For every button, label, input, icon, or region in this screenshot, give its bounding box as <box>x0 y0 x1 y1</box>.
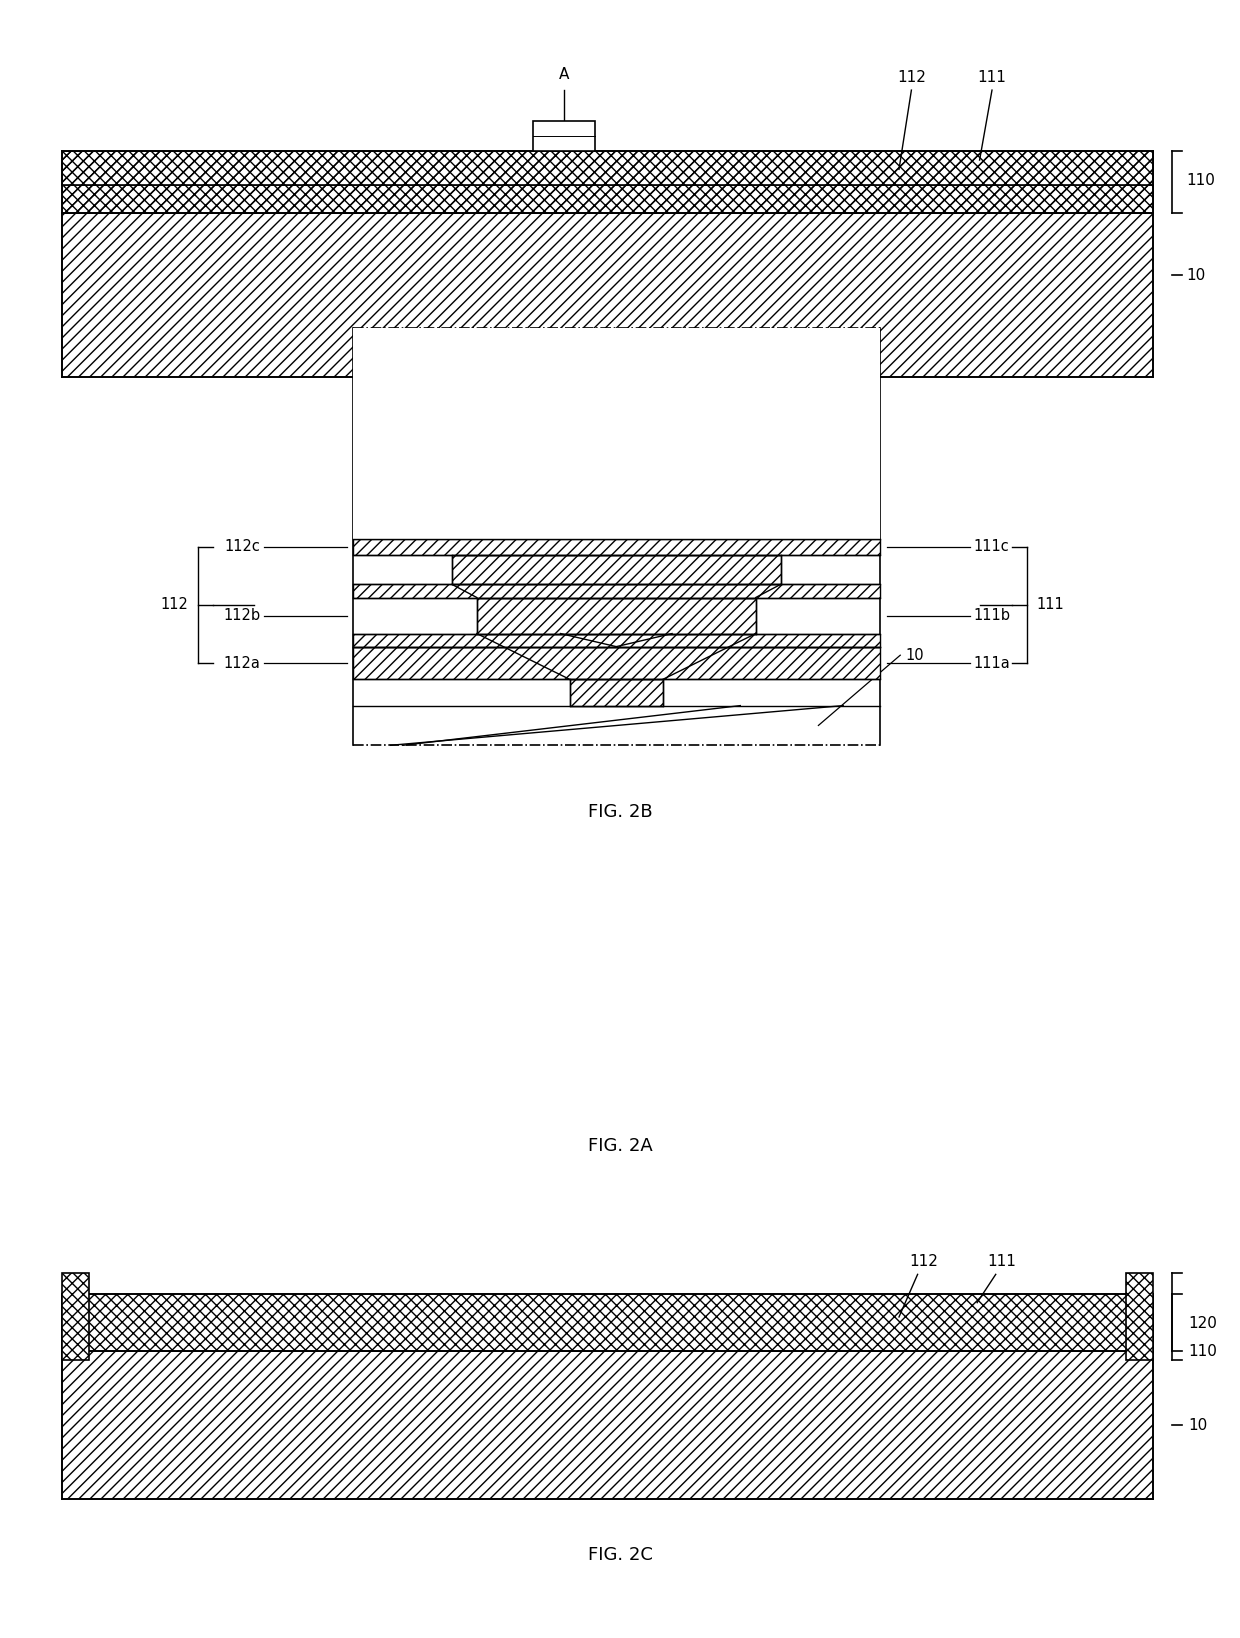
Text: 112: 112 <box>161 598 188 613</box>
Bar <box>62 1273 89 1360</box>
Bar <box>569 680 662 706</box>
Bar <box>62 185 1153 213</box>
Text: 111a: 111a <box>973 655 1011 670</box>
Bar <box>451 555 781 585</box>
Text: 110: 110 <box>1187 172 1215 188</box>
Bar <box>353 647 880 680</box>
Text: 112a: 112a <box>223 655 260 670</box>
Text: 10: 10 <box>1187 267 1207 283</box>
Bar <box>353 585 880 598</box>
Text: 111: 111 <box>1037 598 1064 613</box>
Text: 112c: 112c <box>224 539 260 554</box>
Text: 111b: 111b <box>973 608 1011 622</box>
Text: FIG. 2C: FIG. 2C <box>588 1546 652 1564</box>
Text: 110: 110 <box>1188 1343 1216 1360</box>
Text: 111c: 111c <box>973 539 1009 554</box>
Bar <box>62 1294 1153 1351</box>
Bar <box>533 121 595 151</box>
Bar <box>476 598 756 634</box>
Text: 10: 10 <box>1188 1417 1208 1433</box>
Text: FIG. 2B: FIG. 2B <box>588 803 652 821</box>
Bar <box>353 328 880 539</box>
Bar <box>353 539 880 555</box>
Text: 112b: 112b <box>223 608 260 622</box>
Bar <box>62 1351 1153 1499</box>
Bar <box>62 151 1153 213</box>
Text: 112: 112 <box>909 1255 939 1269</box>
Text: 120: 120 <box>1188 1315 1216 1332</box>
Bar <box>62 1294 1153 1351</box>
Bar <box>353 634 880 647</box>
Bar <box>62 151 1153 185</box>
Text: 111: 111 <box>987 1255 1017 1269</box>
Bar <box>62 213 1153 377</box>
Text: 10: 10 <box>905 647 924 663</box>
Text: A: A <box>559 67 569 82</box>
Text: FIG. 2A: FIG. 2A <box>588 1137 652 1155</box>
Bar <box>353 706 880 745</box>
Text: 111: 111 <box>977 70 1007 85</box>
Text: 112: 112 <box>897 70 926 85</box>
Bar <box>1126 1273 1153 1360</box>
